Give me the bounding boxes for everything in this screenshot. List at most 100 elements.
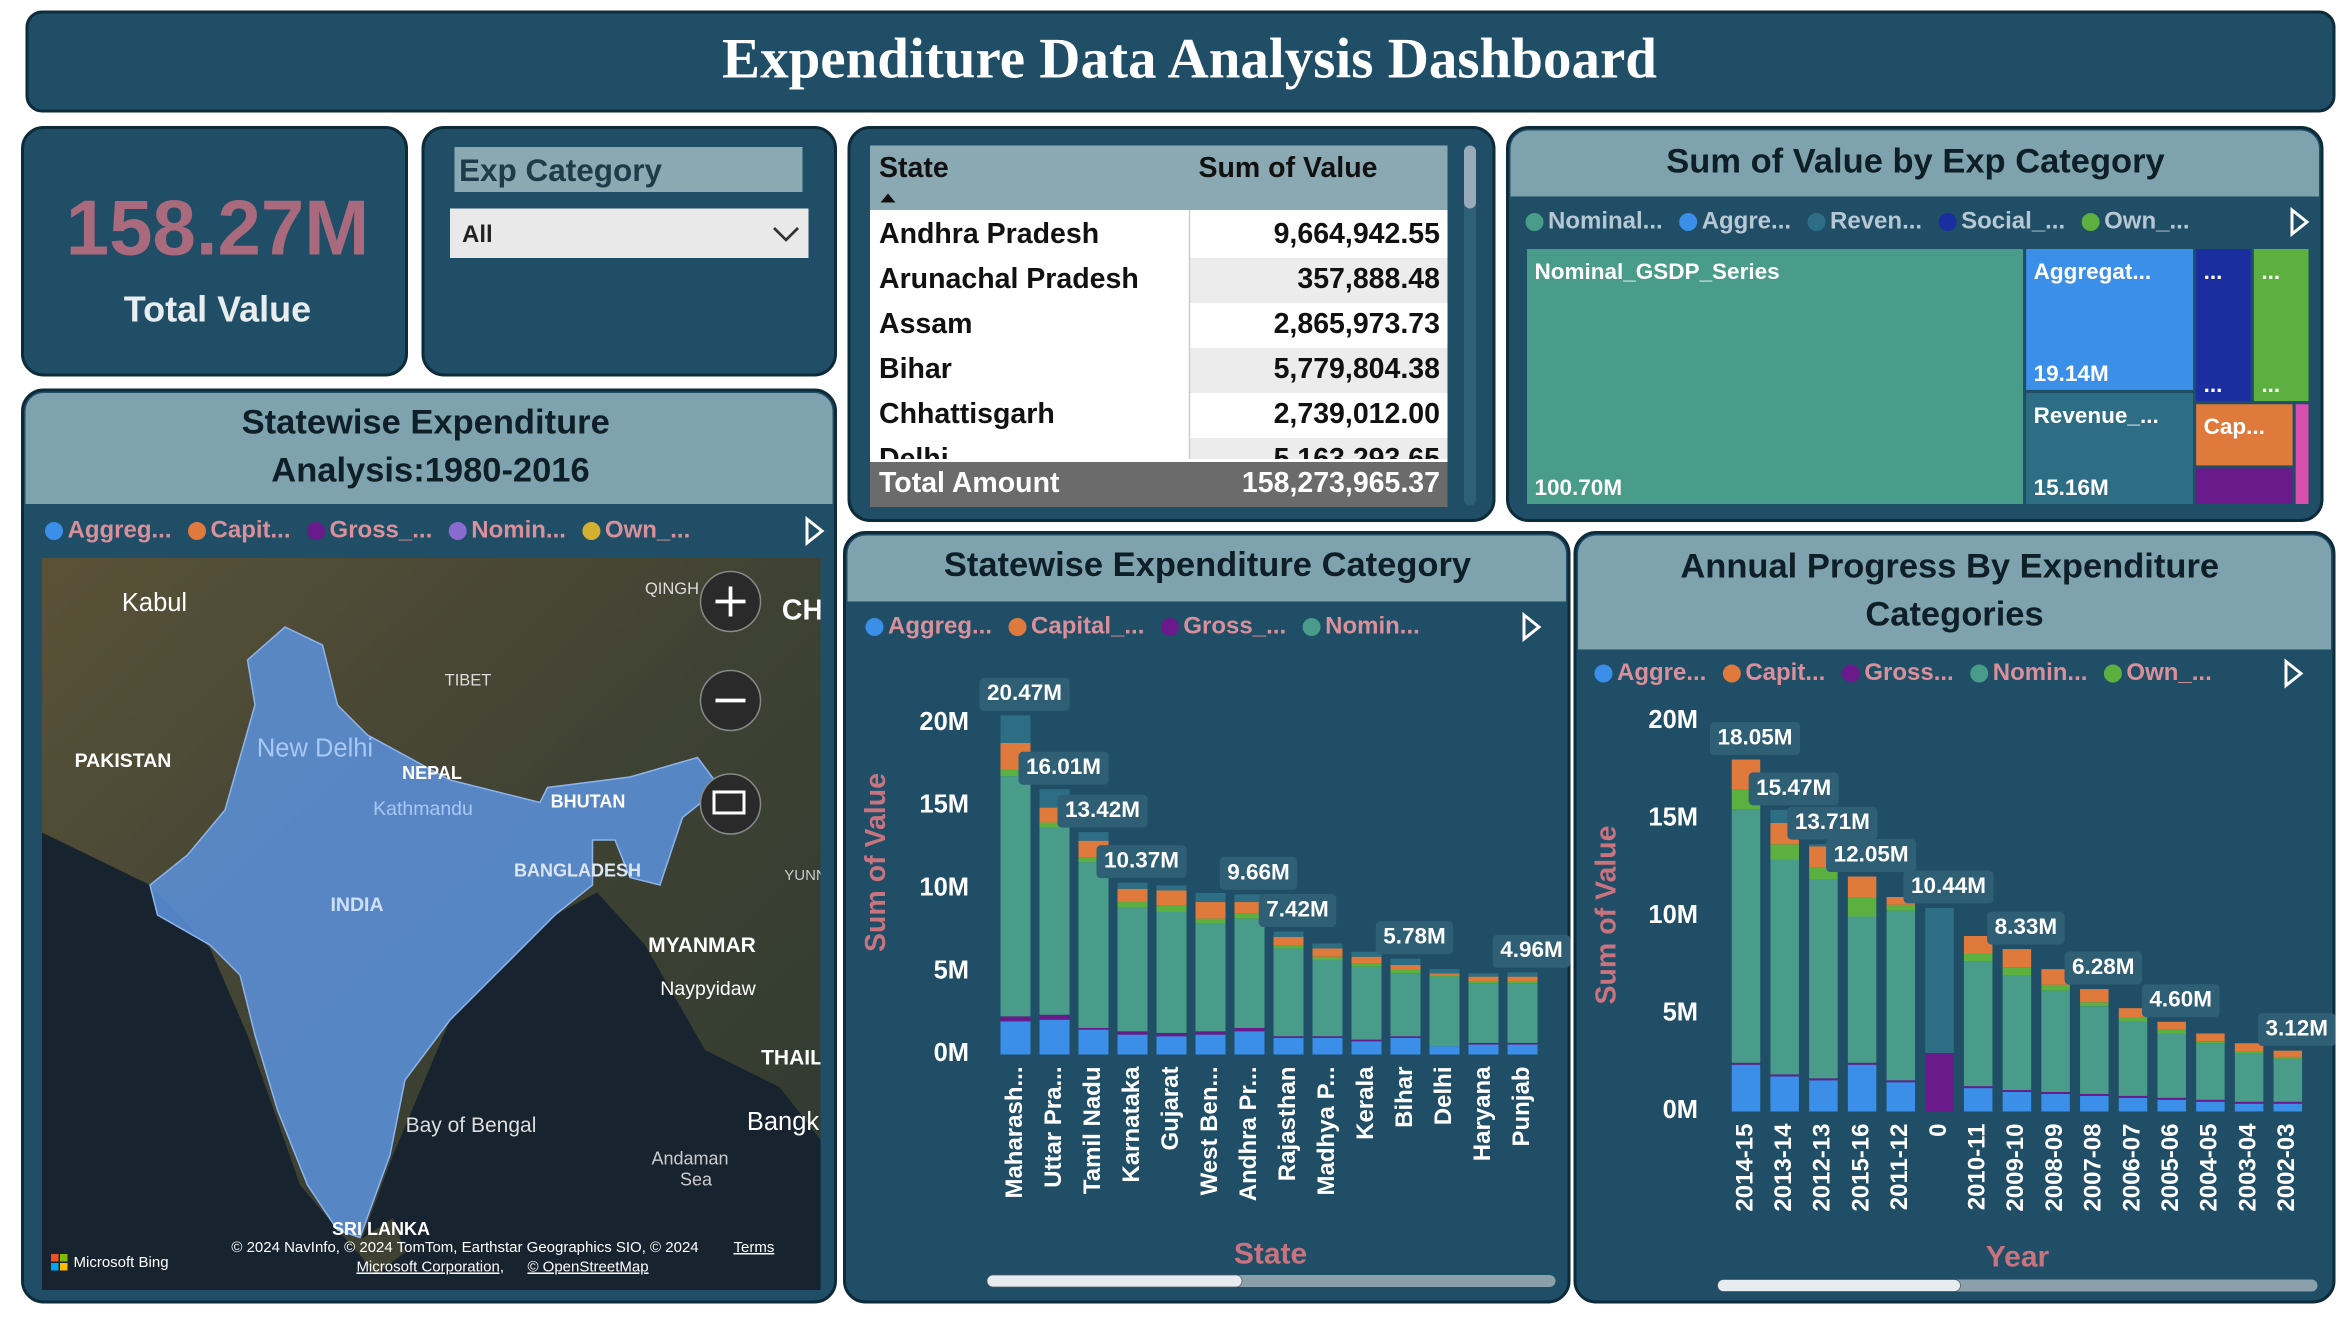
- bar-segment[interactable]: [1039, 1014, 1070, 1020]
- bar-segment[interactable]: [1234, 1027, 1265, 1032]
- bar-segment[interactable]: [1234, 902, 1265, 914]
- bar-segment[interactable]: [1273, 1037, 1304, 1055]
- treemap-tile[interactable]: [1524, 246, 2027, 508]
- bar-segment[interactable]: [1078, 832, 1109, 841]
- bar-segment[interactable]: [1312, 956, 1343, 961]
- bar-segment[interactable]: [1925, 1053, 1954, 1112]
- chevron[interactable]: [773, 227, 799, 242]
- legend-label[interactable]: Aggre...: [1617, 659, 1706, 686]
- scrollbar[interactable]: [1464, 145, 1476, 506]
- bar-segment[interactable]: [1078, 862, 1109, 1028]
- legend-next[interactable]: [2284, 658, 2304, 689]
- bar-segment[interactable]: [2234, 1101, 2264, 1104]
- treemap-tile[interactable]: [2023, 389, 2197, 508]
- bar-segment[interactable]: [1273, 1036, 1304, 1038]
- bar-segment[interactable]: [2002, 975, 2032, 1091]
- bar-segment[interactable]: [1117, 1031, 1148, 1035]
- bar-segment[interactable]: [1963, 961, 1993, 1087]
- bar-segment[interactable]: [1273, 936, 1304, 946]
- bar-segment[interactable]: [1195, 892, 1226, 903]
- bar-segment[interactable]: [1429, 973, 1460, 975]
- bar-segment[interactable]: [2273, 1050, 2303, 1057]
- bar-segment[interactable]: [1117, 902, 1148, 908]
- treemap-tile[interactable]: [2193, 465, 2296, 508]
- bar-segment[interactable]: [2196, 1041, 2225, 1044]
- bar-segment[interactable]: [1156, 890, 1187, 906]
- bar-segment[interactable]: [1156, 911, 1187, 1033]
- bar-segment[interactable]: [1078, 857, 1109, 863]
- bar-segment[interactable]: [1429, 974, 1460, 977]
- bar-segment[interactable]: [1847, 1062, 1877, 1065]
- map-attribution[interactable]: Terms: [734, 1239, 775, 1256]
- bar-segment[interactable]: [2080, 1093, 2109, 1096]
- bar-segment[interactable]: [1770, 1076, 1799, 1112]
- bar-segment[interactable]: [1507, 1042, 1538, 1045]
- bar-segment[interactable]: [1351, 966, 1382, 1040]
- bar-segment[interactable]: [1507, 976, 1538, 982]
- bar-segment[interactable]: [2234, 1043, 2264, 1052]
- bar-segment[interactable]: [2157, 1029, 2186, 1034]
- bar-segment[interactable]: [2273, 1101, 2303, 1104]
- bar-segment[interactable]: [1195, 923, 1226, 1032]
- scroll-thumb[interactable]: [1717, 1279, 1961, 1292]
- map[interactable]: Kabul PAKISTAN New Delhi NEPAL Kathmandu BHUT…: [42, 558, 827, 1291]
- bar-segment[interactable]: [2002, 1092, 2032, 1112]
- bar-segment[interactable]: [2196, 1099, 2225, 1102]
- bar-segment[interactable]: [1351, 951, 1382, 957]
- bar-segment[interactable]: [2080, 1002, 2109, 1007]
- bar-segment[interactable]: [1234, 918, 1265, 1028]
- bar-segment[interactable]: [2118, 1097, 2148, 1112]
- bar-segment[interactable]: [1390, 969, 1421, 974]
- legend-label[interactable]: Nomin...: [1993, 659, 2088, 686]
- bar-segment[interactable]: [1925, 907, 1954, 1054]
- bar-segment[interactable]: [2080, 1006, 2109, 1094]
- bar-segment[interactable]: [2002, 949, 2032, 968]
- bar-segment[interactable]: [1886, 910, 1916, 1081]
- bar-segment[interactable]: [1770, 844, 1799, 860]
- bar-segment[interactable]: [1963, 1088, 1993, 1112]
- bar-segment[interactable]: [2041, 1093, 2070, 1112]
- bar-segment[interactable]: [1273, 948, 1304, 1037]
- bar-segment[interactable]: [1847, 1064, 1877, 1112]
- bar-segment[interactable]: [1195, 902, 1226, 919]
- legend-label[interactable]: Gross_...: [1183, 612, 1286, 639]
- treemap-tile[interactable]: [2023, 246, 2197, 393]
- bar-segment[interactable]: [1273, 931, 1304, 937]
- bar-segment[interactable]: [1770, 859, 1799, 1075]
- bar-segment[interactable]: [1731, 1064, 1761, 1112]
- bar-segment[interactable]: [1886, 897, 1916, 905]
- legend-label[interactable]: Gross_...: [330, 516, 433, 543]
- legend-label[interactable]: Own_...: [2104, 207, 2189, 234]
- bar-segment[interactable]: [1078, 1029, 1109, 1055]
- dropdown-box[interactable]: [450, 208, 809, 259]
- scroll-thumb[interactable]: [986, 1274, 1243, 1288]
- slicer-dropdown[interactable]: All: [450, 208, 809, 259]
- bar-segment[interactable]: [2234, 1103, 2264, 1112]
- bar-segment[interactable]: [2118, 1017, 2148, 1022]
- bar-segment[interactable]: [2118, 1021, 2148, 1096]
- bar-segment[interactable]: [1731, 809, 1761, 1063]
- bar-segment[interactable]: [1429, 968, 1460, 974]
- bar-segment[interactable]: [1312, 943, 1343, 949]
- legend-label[interactable]: Nominal...: [1548, 207, 1663, 234]
- bar-segment[interactable]: [2157, 1021, 2186, 1030]
- bar-segment[interactable]: [1731, 1062, 1761, 1065]
- bar-segment[interactable]: [1312, 1037, 1343, 1055]
- legend-label[interactable]: Reven...: [1830, 207, 1922, 234]
- bar-segment[interactable]: [2041, 984, 2070, 991]
- bar-segment[interactable]: [2080, 989, 2109, 1003]
- legend-label[interactable]: Capit...: [1745, 659, 1825, 686]
- bar-segment[interactable]: [1351, 1039, 1382, 1042]
- legend-label[interactable]: Nomin...: [471, 516, 566, 543]
- sort-icon[interactable]: [880, 193, 896, 203]
- bar-segment[interactable]: [1156, 905, 1187, 912]
- bar-segment[interactable]: [1809, 867, 1838, 880]
- bar-segment[interactable]: [2002, 967, 2032, 976]
- bar-segment[interactable]: [1809, 1080, 1838, 1112]
- map-attribution[interactable]: © OpenStreetMap: [527, 1258, 648, 1275]
- bar-segment[interactable]: [1507, 981, 1538, 984]
- bar-segment[interactable]: [2118, 1008, 2148, 1018]
- bar-segment[interactable]: [1117, 882, 1148, 889]
- bar-segment[interactable]: [1312, 960, 1343, 1037]
- legend-label[interactable]: Capital_...: [1031, 612, 1144, 639]
